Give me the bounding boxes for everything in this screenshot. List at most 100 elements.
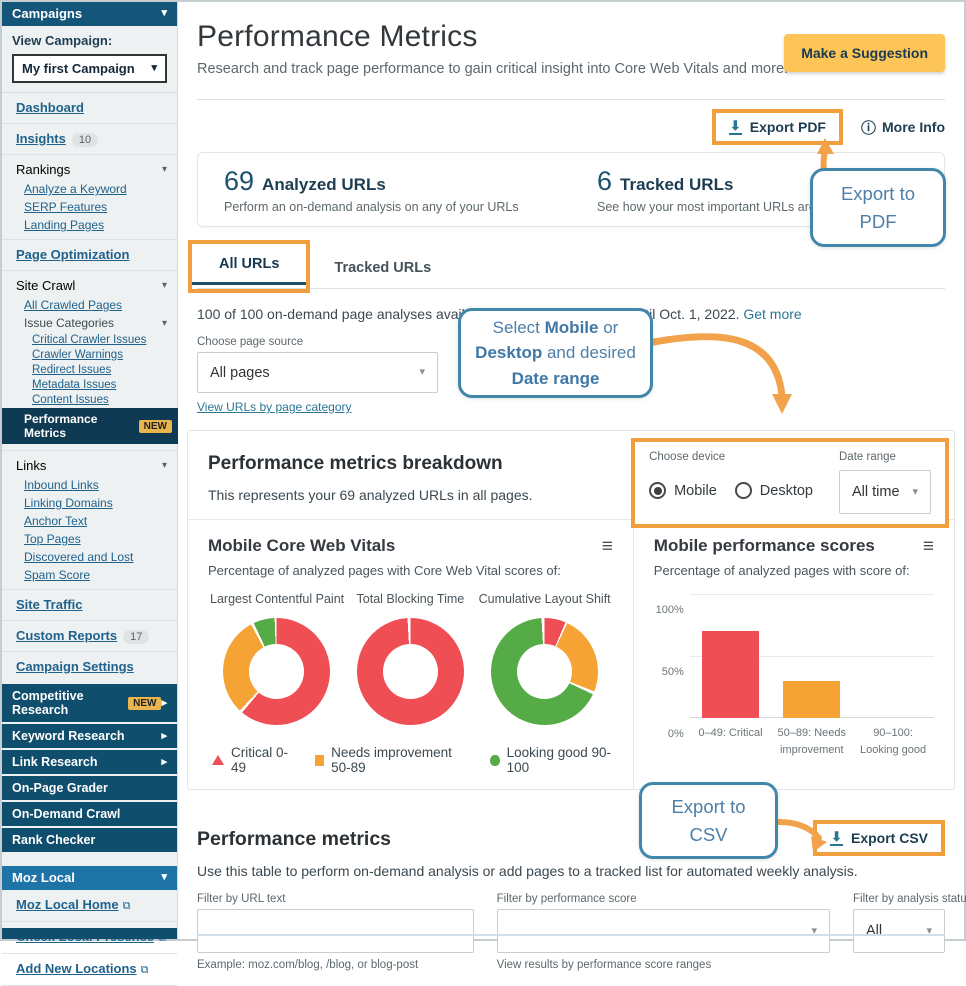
url-tabs: All URLs Tracked URLs bbox=[188, 240, 945, 293]
performance-metrics-section: Performance metrics Use this table to pe… bbox=[197, 782, 966, 971]
moz-local-header[interactable]: Moz Local ▾ bbox=[2, 866, 177, 890]
export-to-pdf-callout-text: Export to PDF bbox=[840, 182, 916, 232]
chart-menu-icon[interactable]: ≡ bbox=[601, 535, 613, 557]
export-pdf-button[interactable]: ⬇ Export PDF bbox=[711, 109, 843, 145]
sidebar-item-critical-crawler-issues[interactable]: Critical Crawler Issues bbox=[32, 333, 147, 346]
make-a-suggestion-button[interactable]: Make a Suggestion bbox=[784, 34, 945, 72]
sidebar-item-landing-pages[interactable]: Landing Pages bbox=[24, 218, 105, 232]
get-more-link[interactable]: Get more bbox=[743, 306, 802, 322]
xlabel-needs-improvement: 50–89: Needs improvement bbox=[777, 727, 847, 756]
export-csv-label: Export CSV bbox=[850, 830, 928, 846]
more-info-button[interactable]: ⓘ More Info bbox=[861, 117, 945, 138]
url-filter-input[interactable] bbox=[197, 909, 474, 953]
sidebar-item-campaign-settings[interactable]: Campaign Settings bbox=[16, 659, 134, 674]
tab-all-urls[interactable]: All URLs bbox=[192, 244, 307, 285]
chevron-right-icon: ▸ bbox=[161, 696, 167, 709]
ytick-0: 0% bbox=[667, 728, 684, 740]
sidebar-item-metadata-issues[interactable]: Metadata Issues bbox=[32, 378, 117, 391]
sidebar-item-redirect-issues[interactable]: Redirect Issues bbox=[32, 363, 112, 376]
export-pdf-label: Export PDF bbox=[749, 119, 826, 135]
campaigns-header[interactable]: Campaigns ▾ bbox=[2, 2, 177, 26]
cls-donut-chart bbox=[491, 618, 599, 725]
download-icon: ⬇ bbox=[728, 118, 742, 135]
bar-critical bbox=[701, 631, 759, 718]
sidebar-item-content-issues[interactable]: Content Issues bbox=[32, 393, 109, 406]
sidebar-item-issue-categories[interactable]: Issue Categories bbox=[24, 316, 115, 330]
sidebar-item-all-crawled-pages[interactable]: All Crawled Pages bbox=[24, 298, 123, 312]
export-to-csv-callout: Export to CSV bbox=[639, 782, 778, 859]
lcp-donut-chart bbox=[222, 618, 330, 725]
scores-title: Mobile performance scores bbox=[653, 536, 875, 555]
ytick-100: 100% bbox=[655, 604, 684, 616]
keyword-research-label: Keyword Research bbox=[12, 729, 125, 743]
sidebar-item-site-traffic[interactable]: Site Traffic bbox=[16, 597, 83, 612]
table-top-border bbox=[197, 934, 945, 936]
sidebar-item-on-demand-crawl[interactable]: On-Demand Crawl bbox=[2, 802, 177, 826]
moz-local-label: Moz Local bbox=[12, 870, 75, 885]
tab-tracked-urls[interactable]: Tracked URLs bbox=[334, 260, 432, 276]
sidebar-item-insights[interactable]: Insights bbox=[16, 131, 66, 146]
sidebar-item-dashboard[interactable]: Dashboard bbox=[16, 100, 84, 115]
download-icon: ⬇ bbox=[830, 829, 843, 846]
sidebar-item-top-pages[interactable]: Top Pages bbox=[24, 532, 81, 546]
sidebar-item-discovered-and-lost[interactable]: Discovered and Lost bbox=[24, 550, 134, 564]
sidebar-item-keyword-research[interactable]: Keyword Research ▸ bbox=[2, 724, 177, 748]
needs-improvement-square-icon bbox=[314, 754, 325, 766]
cwv-subtitle: Percentage of analyzed pages with Core W… bbox=[208, 563, 561, 578]
chevron-down-icon: ▾ bbox=[926, 924, 932, 937]
date-range-select[interactable]: All time ▾ bbox=[839, 470, 931, 514]
tbt-donut-chart bbox=[356, 618, 464, 725]
sidebar-item-link-research[interactable]: Link Research ▸ bbox=[2, 750, 177, 774]
sidebar-item-analyze-a-keyword[interactable]: Analyze a Keyword bbox=[24, 182, 127, 196]
sidebar-item-site-crawl[interactable]: Site Crawl bbox=[16, 278, 76, 293]
breakdown-desc: This represents your 69 analyzed URLs in… bbox=[208, 487, 533, 503]
sidebar-item-add-new-locations[interactable]: Add New Locations bbox=[16, 961, 137, 976]
insights-count-badge: 10 bbox=[71, 133, 99, 147]
select-device-callout: Select Mobile or Desktop and desired Dat… bbox=[458, 308, 653, 398]
campaign-select[interactable]: My first Campaign ▾ bbox=[12, 54, 167, 83]
gridline bbox=[689, 594, 934, 595]
chevron-down-icon: ▾ bbox=[912, 485, 918, 498]
page-title: Performance Metrics bbox=[197, 20, 478, 53]
sidebar-item-linking-domains[interactable]: Linking Domains bbox=[24, 496, 113, 510]
competitive-research-label: Competitive Research bbox=[12, 689, 84, 717]
sidebar-item-page-optimization[interactable]: Page Optimization bbox=[16, 247, 130, 262]
status-filter-select[interactable]: All ▾ bbox=[853, 909, 945, 953]
xlabel-looking-good: 90–100: Looking good bbox=[860, 727, 927, 756]
link-research-label: Link Research bbox=[12, 755, 98, 769]
table-heading: Performance metrics bbox=[197, 828, 392, 850]
sidebar-item-anchor-text[interactable]: Anchor Text bbox=[24, 514, 88, 528]
chevron-down-icon: ▾ bbox=[161, 164, 167, 175]
sidebar-item-moz-local-home[interactable]: Moz Local Home bbox=[16, 897, 119, 912]
desktop-radio[interactable]: Desktop bbox=[734, 482, 813, 499]
on-page-grader-label: On-Page Grader bbox=[12, 781, 108, 795]
breakdown-card: Performance metrics breakdown This repre… bbox=[187, 430, 955, 790]
mobile-radio[interactable]: Mobile bbox=[649, 482, 717, 499]
sidebar-item-competitive-research[interactable]: Competitive Research NEW ▸ bbox=[2, 684, 177, 722]
chevron-right-icon: ▸ bbox=[161, 729, 167, 742]
sidebar-item-inbound-links[interactable]: Inbound Links bbox=[24, 478, 99, 492]
score-filter-select[interactable]: ▾ bbox=[496, 909, 830, 953]
sidebar-item-crawler-warnings[interactable]: Crawler Warnings bbox=[32, 348, 123, 361]
sidebar-item-rank-checker[interactable]: Rank Checker bbox=[2, 828, 177, 852]
sidebar-item-links[interactable]: Links bbox=[16, 458, 47, 473]
sidebar-item-serp-features[interactable]: SERP Features bbox=[24, 200, 108, 214]
external-link-icon: ⧉ bbox=[122, 900, 131, 912]
legend-critical: Critical 0-49 bbox=[231, 745, 289, 775]
sidebar-item-custom-reports[interactable]: Custom Reports bbox=[16, 628, 118, 643]
page-source-select[interactable]: All pages ▾ bbox=[197, 352, 438, 393]
gridline bbox=[689, 656, 934, 657]
sidebar-item-on-page-grader[interactable]: On-Page Grader bbox=[2, 776, 177, 800]
view-urls-by-page-category-link[interactable]: View URLs by page category bbox=[197, 400, 352, 414]
device-arrow bbox=[650, 333, 792, 414]
sidebar-item-spam-score[interactable]: Spam Score bbox=[24, 568, 91, 582]
radio-selected-icon bbox=[649, 482, 667, 499]
looking-good-circle-icon bbox=[490, 754, 500, 766]
export-csv-button[interactable]: ⬇ Export CSV bbox=[813, 820, 945, 856]
more-info-label: More Info bbox=[882, 119, 945, 135]
sidebar-item-rankings[interactable]: Rankings bbox=[16, 162, 71, 177]
sidebar-item-performance-metrics-active[interactable]: Performance Metrics NEW bbox=[2, 408, 189, 444]
chart-menu-icon[interactable]: ≡ bbox=[922, 535, 934, 557]
legend-needs-improvement: Needs improvement 50-89 bbox=[331, 745, 452, 775]
date-range-label: Date range bbox=[839, 451, 896, 463]
